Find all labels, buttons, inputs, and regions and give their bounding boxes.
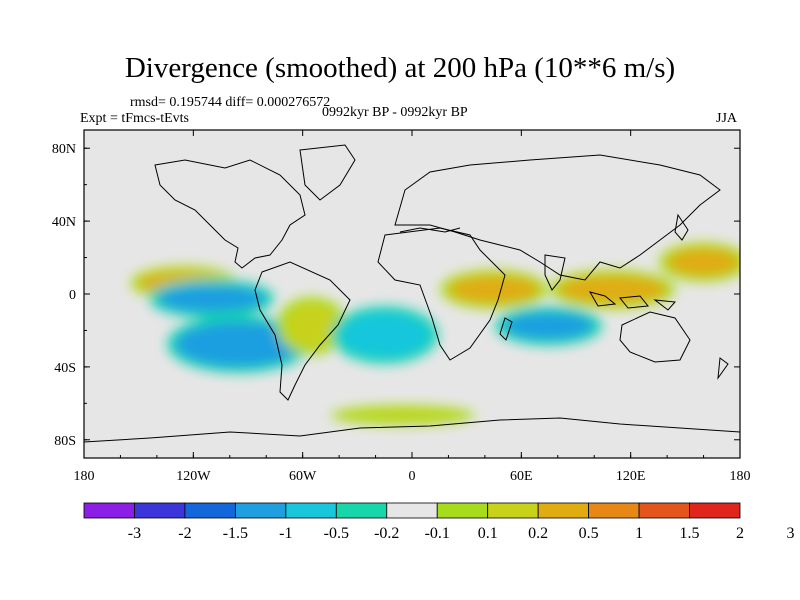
period-label: 0992kyr BP - 0992kyr BP <box>322 105 468 120</box>
colorbar-swatch <box>134 502 186 519</box>
colorbar <box>83 502 741 519</box>
colorbar-level-label: -1.5 <box>223 525 248 542</box>
colorbar-level-label: 3 <box>786 525 794 542</box>
antarctica-coast <box>84 417 740 443</box>
maritime-continent-convergence <box>557 275 668 304</box>
colorbar-swatch <box>537 502 590 519</box>
colorbar-labels: -3 -2 -1.5 -1 -0.5 -0.2 -0.1 0.1 0.2 0.5 1 1.5 2 3 <box>128 525 795 542</box>
indonesia-coast <box>588 291 677 311</box>
experiment-label: Expt = tFmcs-tEvts <box>80 111 190 126</box>
greenland-coast <box>299 144 356 201</box>
atlantic-divergence <box>339 312 431 358</box>
season-label: JJA <box>716 111 738 126</box>
colorbar-level-label: -0.1 <box>425 525 450 542</box>
new-zealand-coast <box>717 357 729 380</box>
colorbar-level-label: 1.5 <box>680 525 700 542</box>
x-tick-label: 180 <box>74 469 95 484</box>
indian-ocean-divergence <box>503 312 595 340</box>
coastlines <box>84 144 740 443</box>
x-tick-label: 180 <box>730 469 751 484</box>
western-pacific-convergence <box>667 248 740 276</box>
colorbar-level-label: -0.5 <box>324 525 349 542</box>
colorbar-swatch <box>234 502 287 519</box>
divergence-field <box>130 242 740 426</box>
southern-ocean-band <box>339 411 467 420</box>
y-tick-label: 0 <box>69 288 76 303</box>
map-title: Divergence (smoothed) at 200 hPa (10**6 … <box>124 52 676 84</box>
colorbar-swatch <box>689 502 741 519</box>
mediterranean-coast <box>399 227 461 233</box>
x-tick-label: 0 <box>409 469 416 484</box>
colorbar-level-label: -1 <box>279 525 292 542</box>
colorbar-swatch <box>285 502 337 519</box>
north-america-coast <box>154 159 306 269</box>
colorbar-swatch <box>588 502 640 519</box>
colorbar-level-label: -0.2 <box>374 525 399 542</box>
africa-coast <box>377 227 506 361</box>
colorbar-level-label: -2 <box>178 525 191 542</box>
eurasia-coast <box>394 154 721 281</box>
madagascar-coast <box>499 317 513 341</box>
y-tick-label: 80S <box>54 434 76 449</box>
colorbar-level-label: 0.1 <box>478 525 498 542</box>
african-convergence <box>448 275 540 304</box>
axis-ticks <box>83 130 741 458</box>
colorbar-level-label: 1 <box>635 525 643 542</box>
australia-coast <box>619 311 691 363</box>
colorbar-swatch <box>487 502 539 519</box>
y-tick-label: 80N <box>52 142 76 157</box>
colorbar-level-label: -3 <box>128 525 141 542</box>
colorbar-swatch <box>638 502 690 519</box>
colorbar-swatch <box>436 502 489 519</box>
x-tick-label: 120W <box>176 469 211 484</box>
colorbar-swatch <box>335 502 388 519</box>
colorbar-swatch <box>184 502 236 519</box>
colorbar-level-label: 0.5 <box>579 525 599 542</box>
japan-coast <box>674 213 689 241</box>
y-tick-labels: 80N 40N 0 40S 80S <box>52 142 76 449</box>
x-tick-label: 60E <box>510 469 533 484</box>
y-tick-label: 40S <box>54 361 76 376</box>
colorbar-level-label: 2 <box>736 525 744 542</box>
x-tick-label: 60W <box>289 469 317 484</box>
south-american-convergence <box>284 303 340 349</box>
south-pacific-divergence <box>175 321 303 367</box>
colorbar-swatch <box>83 502 135 519</box>
x-tick-labels: 180 120W 60W 0 60E 120E 180 <box>74 469 751 484</box>
india-coast <box>544 254 566 291</box>
central-pacific-divergence <box>156 284 267 313</box>
y-tick-label: 40N <box>52 215 76 230</box>
x-tick-label: 120E <box>616 469 646 484</box>
colorbar-level-label: 0.2 <box>528 525 548 542</box>
south-america-coast <box>254 261 351 401</box>
colorbar-swatch <box>386 502 438 519</box>
stats-label: rmsd= 0.195744 diff= 0.000276572 <box>130 95 331 110</box>
